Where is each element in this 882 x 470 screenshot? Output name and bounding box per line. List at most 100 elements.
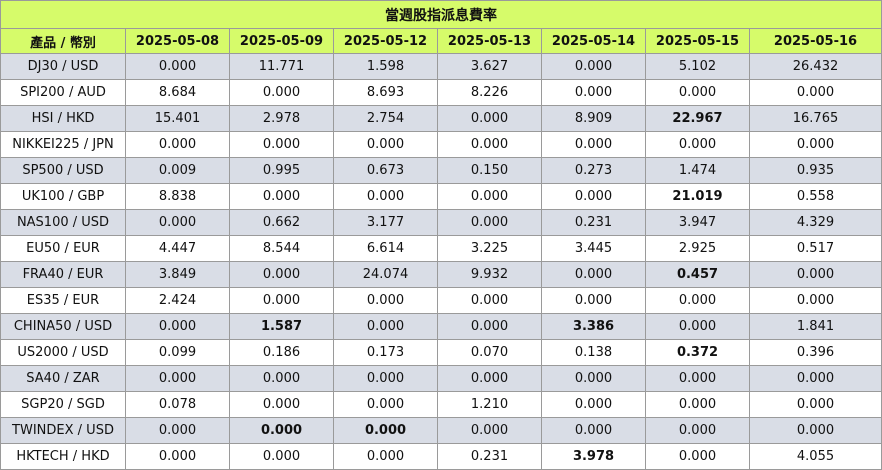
- table-row: SA40 / ZAR 0.000 0.000 0.000 0.000 0.000 0.000…: [0, 365, 882, 392]
- rate-cell: 0.935: [749, 157, 882, 184]
- table-row: NIKKEI225 / JPN 0.000 0.000 0.000 0.000 0.000…: [0, 131, 882, 158]
- rate-cell: 0.000: [437, 131, 542, 158]
- rate-cell: 1.598: [333, 53, 438, 80]
- rate-cell: 22.967: [645, 105, 750, 132]
- product-name-cell: DJ30 / USD: [0, 53, 126, 80]
- rate-cell: 0.517: [749, 235, 882, 262]
- rate-cell: 0.396: [749, 339, 882, 366]
- rate-cell: 5.102: [645, 53, 750, 80]
- rate-cell: 0.662: [229, 209, 334, 236]
- date-header: 2025-05-09: [229, 28, 334, 54]
- table-row: ES35 / EUR 2.424 0.000 0.000 0.000 0.000 0.000…: [0, 287, 882, 314]
- table-row: HSI / HKD 15.401 2.978 2.754 0.000 8.909 22.96…: [0, 105, 882, 132]
- rate-cell: 0.000: [125, 131, 230, 158]
- rate-cell: 0.000: [437, 209, 542, 236]
- rate-cell: 8.838: [125, 183, 230, 210]
- rate-cell: 0.558: [749, 183, 882, 210]
- rate-cell: 1.210: [437, 391, 542, 418]
- rate-cell: 0.000: [125, 365, 230, 392]
- date-header: 2025-05-13: [437, 28, 542, 54]
- rate-cell: 0.000: [229, 391, 334, 418]
- rate-cell: 0.000: [229, 183, 334, 210]
- date-header: 2025-05-12: [333, 28, 438, 54]
- table-row: TWINDEX / USD 0.000 0.000 0.000 0.000 0.000 0.…: [0, 417, 882, 444]
- rate-cell: 0.000: [645, 313, 750, 340]
- product-name-cell: TWINDEX / USD: [0, 417, 126, 444]
- rate-cell: 0.000: [749, 287, 882, 314]
- product-name-cell: ES35 / EUR: [0, 287, 126, 314]
- rate-cell: 0.000: [541, 417, 646, 444]
- rate-cell: 0.000: [437, 417, 542, 444]
- rate-cell: 16.765: [749, 105, 882, 132]
- rate-cell: 4.329: [749, 209, 882, 236]
- rate-cell: 0.000: [229, 79, 334, 106]
- table-row: UK100 / GBP 8.838 0.000 0.000 0.000 0.000 21.0…: [0, 183, 882, 210]
- rate-cell: 8.684: [125, 79, 230, 106]
- rate-cell: 0.000: [437, 365, 542, 392]
- rate-cell: 0.000: [125, 209, 230, 236]
- rate-cell: 24.074: [333, 261, 438, 288]
- product-name-cell: EU50 / EUR: [0, 235, 126, 262]
- rate-cell: 11.771: [229, 53, 334, 80]
- rate-cell: 0.138: [541, 339, 646, 366]
- rate-cell: 3.947: [645, 209, 750, 236]
- table-row: US2000 / USD 0.099 0.186 0.173 0.070 0.138 0.3…: [0, 339, 882, 366]
- table-row: CHINA50 / USD 0.000 1.587 0.000 0.000 3.386 0.…: [0, 313, 882, 340]
- rate-cell: 0.000: [541, 183, 646, 210]
- product-name-cell: HSI / HKD: [0, 105, 126, 132]
- rate-cell: 0.000: [229, 443, 334, 470]
- table-row: SP500 / USD 0.009 0.995 0.673 0.150 0.273 1.47…: [0, 157, 882, 184]
- rate-cell: 0.000: [645, 131, 750, 158]
- rate-cell: 1.587: [229, 313, 334, 340]
- rate-cell: 0.000: [645, 79, 750, 106]
- rate-cell: 0.000: [333, 365, 438, 392]
- table-row: DJ30 / USD 0.000 11.771 1.598 3.627 0.000 5.10…: [0, 53, 882, 80]
- rate-cell: 2.754: [333, 105, 438, 132]
- rate-cell: 3.849: [125, 261, 230, 288]
- rate-cell: 0.000: [645, 365, 750, 392]
- rate-cell: 0.000: [541, 287, 646, 314]
- rate-cell: 15.401: [125, 105, 230, 132]
- rate-cell: 0.000: [333, 131, 438, 158]
- rate-cell: 0.000: [541, 79, 646, 106]
- rate-cell: 0.000: [229, 287, 334, 314]
- rate-cell: 2.424: [125, 287, 230, 314]
- rate-cell: 4.447: [125, 235, 230, 262]
- product-name-cell: FRA40 / EUR: [0, 261, 126, 288]
- rate-cell: 0.000: [229, 417, 334, 444]
- rate-cell: 4.055: [749, 443, 882, 470]
- rate-cell: 0.372: [645, 339, 750, 366]
- rate-cell: 0.000: [437, 313, 542, 340]
- rate-cell: 0.457: [645, 261, 750, 288]
- rate-cell: 0.000: [645, 443, 750, 470]
- rate-cell: 0.000: [645, 417, 750, 444]
- rate-cell: 3.386: [541, 313, 646, 340]
- table-row: NAS100 / USD 0.000 0.662 3.177 0.000 0.231 3.9…: [0, 209, 882, 236]
- rate-cell: 3.177: [333, 209, 438, 236]
- rate-cell: 0.000: [749, 365, 882, 392]
- rate-cell: 0.000: [749, 79, 882, 106]
- rate-cell: 0.078: [125, 391, 230, 418]
- rate-cell: 0.000: [645, 391, 750, 418]
- table-row: FRA40 / EUR 3.849 0.000 24.074 9.932 0.000 0.4…: [0, 261, 882, 288]
- rate-cell: 0.000: [125, 443, 230, 470]
- product-name-cell: UK100 / GBP: [0, 183, 126, 210]
- rate-cell: 0.000: [125, 417, 230, 444]
- table-row: SPI200 / AUD 8.684 0.000 8.693 8.226 0.000 0.0…: [0, 79, 882, 106]
- table-row: EU50 / EUR 4.447 8.544 6.614 3.225 3.445 2.925…: [0, 235, 882, 262]
- rate-cell: 8.226: [437, 79, 542, 106]
- rate-cell: 0.000: [541, 365, 646, 392]
- rate-cell: 3.978: [541, 443, 646, 470]
- rate-cell: 0.000: [437, 287, 542, 314]
- rate-cell: 1.841: [749, 313, 882, 340]
- rate-cell: 26.432: [749, 53, 882, 80]
- rate-cell: 0.000: [333, 183, 438, 210]
- table-body: DJ30 / USD 0.000 11.771 1.598 3.627 0.000 5.10…: [0, 53, 882, 470]
- rate-cell: 21.019: [645, 183, 750, 210]
- header-row: 產品 / 幣別 2025-05-08 2025-05-09 2025-05-12…: [0, 28, 882, 54]
- rate-cell: 0.000: [541, 53, 646, 80]
- rate-cell: 0.000: [541, 261, 646, 288]
- rate-cell: 0.000: [333, 417, 438, 444]
- rate-cell: 0.000: [333, 391, 438, 418]
- rate-cell: 1.474: [645, 157, 750, 184]
